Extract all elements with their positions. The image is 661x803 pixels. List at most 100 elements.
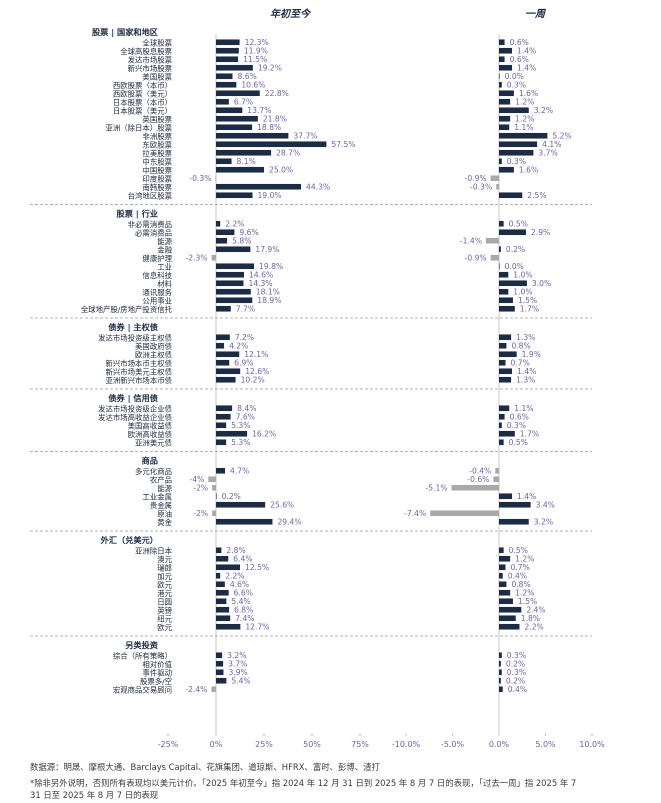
data-label: 57.5%: [331, 140, 355, 149]
bar: [499, 115, 511, 122]
bar: [211, 686, 216, 693]
category-label: 综合（所有策略）: [113, 651, 172, 660]
panel-title: 年初至今: [270, 8, 312, 20]
bar: [499, 669, 502, 676]
data-label: 16.2%: [252, 430, 276, 439]
category-label: 相对价值: [142, 660, 172, 669]
data-label: -5.1%: [426, 484, 448, 493]
data-label: 1.2%: [515, 115, 534, 124]
category-label: 材料: [157, 279, 172, 288]
bar: [499, 158, 502, 165]
data-label: -0.3%: [189, 174, 211, 183]
category-label: 美国股票: [142, 72, 172, 81]
category-label: 必需消费品: [135, 228, 172, 237]
category-label: 信息科技: [142, 271, 172, 280]
bar: [212, 484, 216, 491]
data-label: 1.6%: [519, 89, 538, 98]
bar: [216, 413, 231, 420]
bar: [216, 132, 289, 139]
bar: [451, 484, 499, 491]
category-label: 东欧股票: [142, 140, 172, 149]
bar: [499, 686, 503, 693]
bar: [216, 405, 233, 412]
data-label: 9.6%: [239, 228, 258, 237]
data-label: 1.5%: [518, 597, 537, 606]
category-label: 瑞郎: [157, 563, 172, 572]
data-label: 0.3%: [507, 81, 526, 90]
bar: [216, 141, 327, 148]
bar: [499, 652, 502, 659]
bar: [216, 288, 251, 295]
data-label: -2%: [193, 509, 208, 518]
bar: [499, 677, 501, 684]
bar: [499, 263, 500, 270]
data-label: 12.6%: [245, 367, 269, 376]
data-label: 4.2%: [229, 342, 248, 351]
data-label: 1.7%: [520, 430, 539, 439]
bar: [216, 606, 230, 613]
data-label: 37.7%: [293, 132, 317, 141]
data-label: 2.4%: [526, 606, 545, 615]
category-label: 非必需消费品: [128, 220, 172, 229]
data-label: 1.4%: [517, 64, 536, 73]
bar: [499, 501, 531, 508]
data-label: 1.1%: [514, 123, 533, 132]
bar: [216, 351, 240, 358]
axis-tick-label: -10.0%: [392, 740, 421, 749]
data-label: 12.1%: [244, 350, 268, 359]
data-label: 2.8%: [226, 546, 245, 555]
axis-tick-label: -5.0%: [441, 740, 465, 749]
bar: [499, 166, 514, 173]
category-label: 多元化商品: [135, 467, 172, 476]
bar: [216, 422, 227, 429]
bar: [499, 192, 523, 199]
data-label: -2%: [193, 484, 208, 493]
bar: [495, 467, 499, 474]
category-label: 纽元: [157, 614, 172, 623]
bar: [499, 405, 510, 412]
section-title: 股票 | 国家和地区: [92, 27, 158, 37]
data-label: 0.5%: [509, 438, 528, 447]
category-label: 西欧股票（美元）: [113, 89, 172, 98]
data-label: 3.9%: [228, 668, 247, 677]
bar: [216, 56, 239, 63]
footer-note-line-1: *除非另外说明，否则所有表现均以美元计价。「2025 年初至今」指 2024 年…: [30, 778, 577, 788]
bar: [216, 124, 253, 131]
axis-tick-label: 10.0%: [579, 740, 605, 749]
section-title: 另类投资: [125, 640, 159, 650]
bar: [216, 47, 239, 54]
axis-tick-label: 50%: [303, 740, 321, 749]
category-label: 英国股票: [142, 115, 172, 124]
bar: [499, 246, 501, 253]
axis-tick-label: -25%: [158, 740, 179, 749]
data-label: 44.3%: [306, 183, 330, 192]
bar: [216, 183, 302, 190]
category-label: 发达市场高收益企业债: [98, 413, 173, 422]
data-label: 12.3%: [245, 38, 269, 47]
data-label: 10.2%: [241, 376, 265, 385]
bar: [499, 90, 514, 97]
data-label: 25.0%: [269, 166, 293, 175]
data-label: 0.3%: [507, 421, 526, 430]
data-label: 3.2%: [534, 106, 553, 115]
bar: [485, 237, 499, 244]
bar: [499, 439, 504, 446]
data-label: 1.0%: [513, 271, 532, 280]
data-label: 2.2%: [524, 623, 543, 632]
data-label: 14.3%: [248, 279, 272, 288]
bar: [499, 413, 505, 420]
data-label: -1.4%: [460, 237, 482, 246]
data-label: 12.5%: [245, 563, 269, 572]
section-title: 商品: [142, 456, 158, 466]
bar: [499, 280, 527, 287]
data-label: -2.4%: [185, 685, 207, 694]
category-label: 工业: [157, 262, 172, 271]
category-label: 农产品: [150, 475, 172, 484]
bar: [499, 124, 510, 131]
data-label: 8.4%: [237, 404, 256, 413]
category-label: 欧元: [157, 623, 172, 632]
bar: [499, 572, 503, 579]
data-label: 19.2%: [258, 64, 282, 73]
bar: [499, 589, 511, 596]
